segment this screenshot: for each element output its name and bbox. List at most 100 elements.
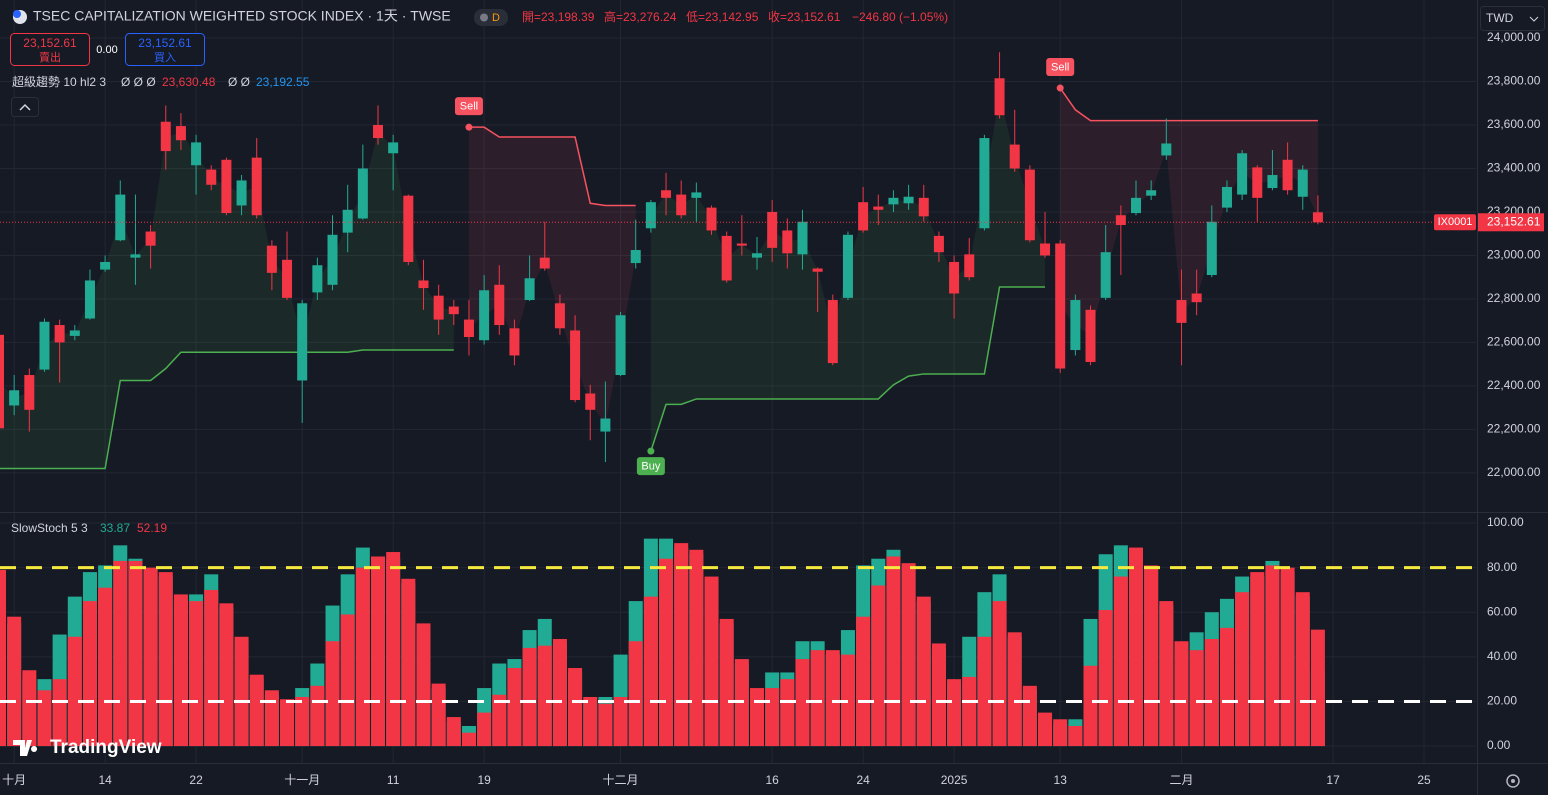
candle-body <box>767 211 778 248</box>
stoch-bar <box>98 587 113 747</box>
stoch-bar <box>1310 629 1325 747</box>
settings-icon[interactable] <box>1506 774 1520 788</box>
candle-body <box>539 257 550 269</box>
x-tick-label: 十二月 <box>603 773 639 787</box>
signal-dot <box>465 123 473 131</box>
supertrend-line <box>650 286 1046 452</box>
symbol-tag <box>1434 214 1476 231</box>
y-tick-label: 40.00 <box>1487 649 1517 663</box>
stoch-bar <box>537 645 552 747</box>
candle-body <box>858 202 869 231</box>
symbol-title: TSEC CAPITALIZATION WEIGHTED STOCK INDEX… <box>33 8 451 24</box>
settings-icon <box>1511 779 1515 783</box>
candle-body <box>1282 159 1293 191</box>
stoch-bar <box>431 683 446 747</box>
stoch-bar <box>931 643 946 747</box>
stoch-bar <box>583 696 598 747</box>
x-tick-label: 13 <box>1054 773 1068 787</box>
y-tick-label: 22,400.00 <box>1487 378 1541 392</box>
interval-badge[interactable] <box>474 9 508 26</box>
indicator-value: Ø Ø Ø <box>121 75 156 89</box>
interval-badge-text: D <box>492 12 500 24</box>
collapse-button[interactable] <box>11 97 39 117</box>
trend-fill <box>1060 88 1318 336</box>
candle-body <box>570 330 581 401</box>
stoch-bar <box>461 732 476 747</box>
stoch-bar <box>1098 610 1113 747</box>
candle-body <box>782 230 793 254</box>
signal-box <box>1046 58 1075 77</box>
candle-body <box>463 319 474 337</box>
stoch-bar <box>128 560 143 747</box>
price-pane: Buy Sell Sell <box>0 52 1476 476</box>
y-tick-label: 22,800.00 <box>1487 291 1541 305</box>
stoch-bar <box>7 616 22 747</box>
candle-body <box>873 206 884 210</box>
stoch-bar <box>522 647 537 747</box>
x-tick-label: 十月 <box>2 773 26 787</box>
x-tick-label: 24 <box>856 773 870 787</box>
candle-body <box>676 194 687 216</box>
x-tick-label: 11 <box>387 773 400 787</box>
stoch-bar <box>37 690 52 747</box>
candle-body <box>1312 212 1323 223</box>
supertrend-line <box>468 126 636 207</box>
stoch-bar <box>1144 565 1159 747</box>
stoch-bar <box>719 618 734 747</box>
candle-body <box>524 278 535 301</box>
y-tick-label: 100.00 <box>1487 515 1524 529</box>
currency-dropdown[interactable] <box>1480 6 1545 31</box>
stoch-bar <box>416 623 431 747</box>
candle-body <box>1115 215 1126 226</box>
buy-button[interactable] <box>125 33 205 66</box>
stoch-bar <box>143 567 158 747</box>
candle-body <box>1100 252 1111 298</box>
candle-body <box>69 330 80 336</box>
stoch-bar <box>643 596 658 747</box>
y-tick-label: 23,000.00 <box>1487 248 1541 262</box>
logo-icon <box>13 740 38 756</box>
candle-body <box>9 390 20 406</box>
stoch-bar <box>871 585 886 747</box>
x-tick-label: 十一月 <box>284 773 320 787</box>
candle-body <box>888 197 899 205</box>
y-tick-label: 22,600.00 <box>1487 335 1541 349</box>
stoch-bar <box>401 578 416 747</box>
supertrend-line <box>0 349 454 470</box>
candle-body <box>266 245 277 273</box>
stoch-bar <box>780 679 795 747</box>
stoch-bar <box>1235 592 1250 747</box>
stoch-bar <box>598 703 613 747</box>
candle-body <box>554 303 565 329</box>
stoch-bar <box>507 667 522 747</box>
stoch-bar <box>1038 712 1053 747</box>
stoch-bar <box>189 601 204 747</box>
trend-fill <box>0 131 454 469</box>
signal-label: Sell <box>1051 61 1069 73</box>
signal-box <box>454 97 483 116</box>
candle-body <box>251 157 262 216</box>
x-tick-label: 二月 <box>1169 773 1193 787</box>
stoch-bar <box>1280 567 1295 747</box>
stoch-bar <box>810 650 825 747</box>
stoch-bar <box>446 717 461 747</box>
sell-label: 賣出 <box>39 50 61 64</box>
candle-body <box>842 234 853 298</box>
stoch-bar <box>977 636 992 747</box>
candle-body <box>327 234 338 285</box>
stoch-bar <box>1053 719 1068 747</box>
y-tick-label: 23,800.00 <box>1487 74 1541 88</box>
candle-body <box>752 253 762 258</box>
sell-button[interactable] <box>10 33 90 66</box>
candle-body <box>600 418 611 432</box>
signal-label: Buy <box>641 461 660 473</box>
x-tick-label: 16 <box>765 773 779 787</box>
stoch-bar <box>295 696 310 747</box>
candle-body <box>585 393 596 410</box>
candle-body <box>630 250 641 264</box>
candle-body <box>1024 169 1035 241</box>
candle-body <box>236 180 247 206</box>
x-tick-label: 17 <box>1326 773 1340 787</box>
spread: 0.00 <box>96 44 117 56</box>
